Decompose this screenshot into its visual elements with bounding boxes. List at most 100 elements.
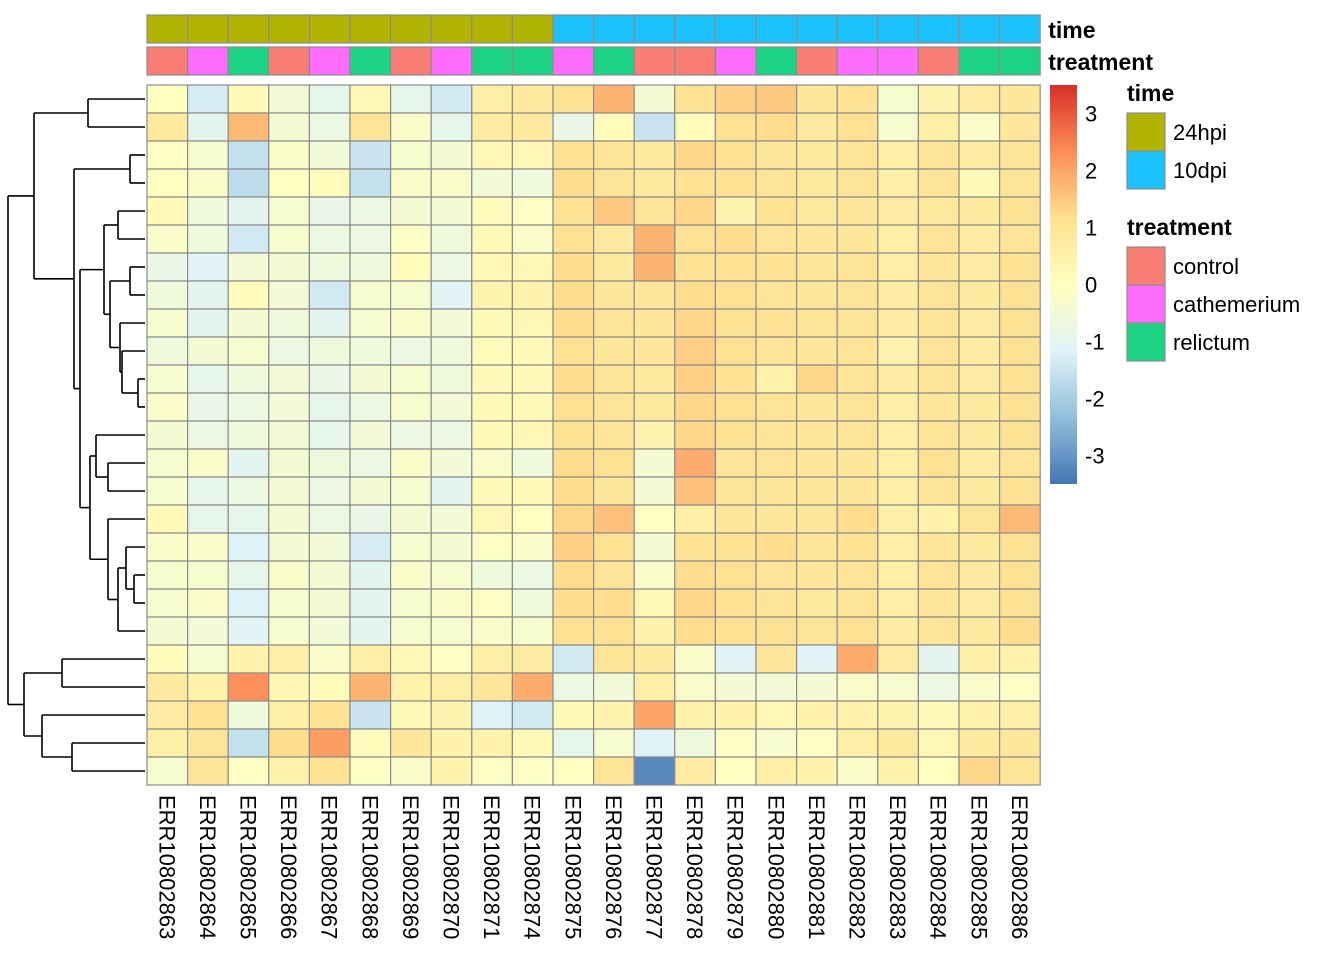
heatmap-cell: [227, 336, 270, 366]
heatmap-cell: [146, 728, 189, 758]
heatmap-cell: [390, 700, 432, 730]
heatmap-cell: [390, 476, 432, 506]
heatmap-cell: [958, 532, 1001, 562]
heatmap-cell: [227, 112, 270, 142]
heatmap-cell: [674, 448, 716, 478]
heatmap-cell: [430, 476, 473, 506]
heatmap-cell: [308, 364, 351, 394]
heatmap-cell: [836, 448, 879, 478]
heatmap-cell: [714, 420, 757, 450]
treatment-annotation-cell: [633, 46, 676, 76]
column-label: ERR10802883: [885, 795, 910, 939]
column-label: ERR10802870: [439, 795, 464, 939]
column-label: ERR10802863: [154, 795, 179, 939]
heatmap-cell: [349, 700, 392, 730]
heatmap-cell: [349, 728, 392, 758]
time-legend-label: 10dpi: [1173, 158, 1227, 183]
heatmap-cell: [187, 560, 229, 590]
heatmap-cell: [268, 560, 310, 590]
treatment-legend-label: control: [1173, 254, 1239, 279]
heatmap-cell: [917, 448, 960, 478]
heatmap-cell: [430, 560, 473, 590]
heatmap-cell: [674, 392, 716, 422]
heatmap-cell: [877, 448, 919, 478]
heatmap-cell: [308, 672, 351, 702]
treatment-annotation-cell: [917, 46, 960, 76]
heatmap-cell: [308, 280, 351, 310]
treatment-annotation-cell: [552, 46, 595, 76]
heatmap-cell: [836, 112, 879, 142]
time-legend-swatch: [1126, 150, 1166, 190]
heatmap-cell: [308, 700, 351, 730]
heatmap-cell: [268, 616, 310, 646]
heatmap-cell: [146, 84, 189, 114]
treatment-annotation-cell: [958, 46, 1001, 76]
heatmap-cell: [877, 252, 919, 282]
heatmap-cell: [308, 252, 351, 282]
heatmap-cell: [430, 420, 473, 450]
heatmap-cell: [958, 644, 1001, 674]
heatmap-cell: [633, 560, 676, 590]
heatmap-cell: [958, 420, 1001, 450]
heatmap-cell: [917, 196, 960, 226]
heatmap-cell: [471, 392, 513, 422]
heatmap-cell: [958, 448, 1001, 478]
heatmap-cell: [755, 280, 798, 310]
heatmap-cell: [511, 644, 554, 674]
column-label: ERR10802869: [398, 795, 423, 939]
annotation-legends: time 24hpi 10dpi treatment control cathemeriu…: [1126, 80, 1300, 362]
heatmap-cell: [795, 616, 838, 646]
column-label: ERR10802882: [845, 795, 870, 939]
heatmap-cell: [755, 448, 798, 478]
heatmap-cell: [146, 392, 189, 422]
heatmap-cell: [430, 672, 473, 702]
heatmap-cell: [471, 252, 513, 282]
heatmap-cell: [674, 700, 716, 730]
heatmap-cell: [674, 588, 716, 618]
heatmap-cell: [714, 252, 757, 282]
heatmap-cell: [308, 448, 351, 478]
heatmap-cell: [674, 504, 716, 534]
heatmap-cell: [795, 224, 838, 254]
heatmap-cell: [877, 196, 919, 226]
heatmap-cell: [552, 364, 595, 394]
heatmap-cell: [430, 588, 473, 618]
heatmap-cell: [430, 504, 473, 534]
color-scale-tick: 0: [1085, 273, 1097, 298]
heatmap-cell: [349, 756, 392, 786]
heatmap-cell: [592, 140, 635, 170]
heatmap-cell: [755, 504, 798, 534]
time-legend-swatch: [1126, 112, 1166, 152]
heatmap-cell: [877, 504, 919, 534]
heatmap-cell: [552, 672, 595, 702]
heatmap-cell: [836, 588, 879, 618]
heatmap-cell: [430, 700, 473, 730]
heatmap-cell: [227, 140, 270, 170]
heatmap-cell: [390, 112, 432, 142]
heatmap-cell: [268, 196, 310, 226]
heatmap-cell: [227, 84, 270, 114]
heatmap-cell: [836, 308, 879, 338]
heatmap-cell: [958, 112, 1001, 142]
color-scale-legend: 3 2 1 0 -1 -2 -3: [1050, 85, 1105, 484]
heatmap-cell: [268, 672, 310, 702]
heatmap-cell: [146, 504, 189, 534]
heatmap-cell: [755, 308, 798, 338]
heatmap-cell: [836, 616, 879, 646]
heatmap-cell: [592, 112, 635, 142]
heatmap-cell: [998, 280, 1041, 310]
heatmap-cell: [390, 84, 432, 114]
heatmap-cell: [877, 756, 919, 786]
heatmap-cell: [998, 392, 1041, 422]
heatmap-cell: [268, 588, 310, 618]
heatmap-cell: [187, 252, 229, 282]
heatmap-cell: [714, 756, 757, 786]
heatmap-cell: [836, 252, 879, 282]
heatmap-cell: [308, 84, 351, 114]
heatmap-cell: [998, 420, 1041, 450]
heatmap-cell: [146, 560, 189, 590]
heatmap-cell: [349, 252, 392, 282]
heatmap-cell: [592, 476, 635, 506]
time-annotation-cell: [511, 14, 554, 44]
heatmap-cell: [349, 448, 392, 478]
